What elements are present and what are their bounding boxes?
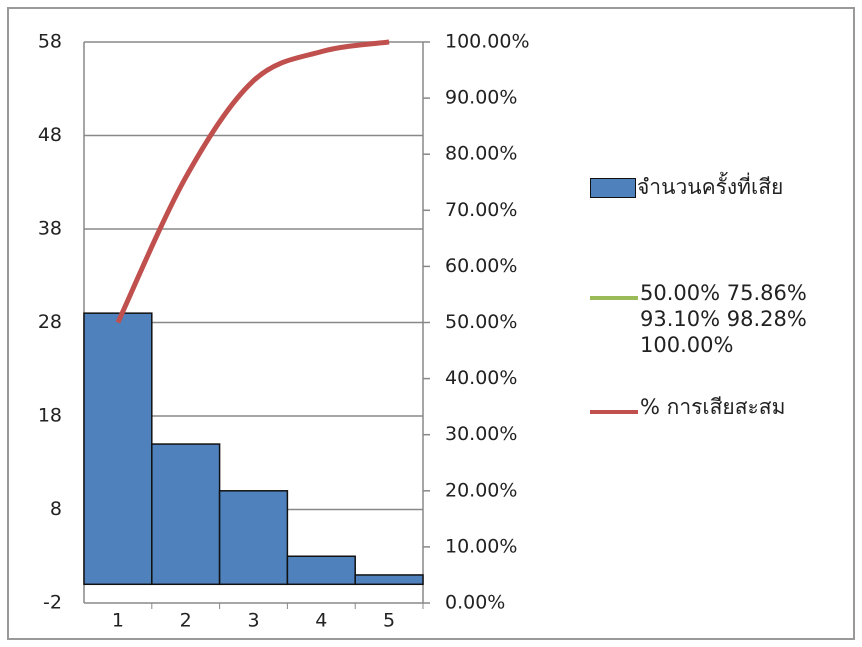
x-tick-label: 5	[383, 610, 395, 632]
legend-symbol	[590, 410, 638, 414]
y2-tick-label: 20.00%	[445, 479, 517, 501]
y2-tick-label: 90.00%	[445, 87, 517, 109]
y-tick-label: -2	[43, 592, 62, 614]
y2-tick-label: 50.00%	[445, 311, 517, 333]
y-tick-label: 58	[38, 31, 62, 53]
y2-tick-label: 0.00%	[445, 592, 505, 614]
y2-tick-label: 100.00%	[445, 31, 530, 53]
bar	[218, 490, 289, 586]
y-tick-label: 18	[38, 405, 62, 427]
bar	[151, 443, 221, 586]
y2-tick-label: 60.00%	[445, 255, 517, 277]
legend-label: % การเสียสะสม	[640, 395, 786, 419]
bar	[354, 574, 424, 586]
legend-symbol	[590, 296, 638, 300]
bar	[286, 555, 356, 586]
y2-tick-label: 10.00%	[445, 535, 517, 557]
y2-tick-label: 40.00%	[445, 367, 517, 389]
legend-label: 50.00% 75.86% 93.10% 98.28% 100.00%	[640, 281, 807, 357]
legend-symbol	[590, 178, 636, 198]
x-tick-label: 4	[315, 610, 327, 632]
line	[115, 39, 390, 324]
legend-label: จำนวนครั้งที่เสีย	[637, 175, 784, 199]
x-tick-label: 1	[112, 610, 124, 632]
bar	[83, 312, 153, 586]
x-tick-label: 2	[180, 610, 192, 632]
y-tick-label: 38	[38, 218, 62, 240]
y2-tick-label: 80.00%	[445, 143, 517, 165]
y-tick-label: 48	[38, 124, 62, 146]
y2-tick-label: 30.00%	[445, 423, 517, 445]
x-tick-label: 3	[247, 610, 259, 632]
y-tick-label: 8	[50, 498, 62, 520]
y2-tick-label: 70.00%	[445, 199, 517, 221]
y-tick-label: 28	[38, 311, 62, 333]
